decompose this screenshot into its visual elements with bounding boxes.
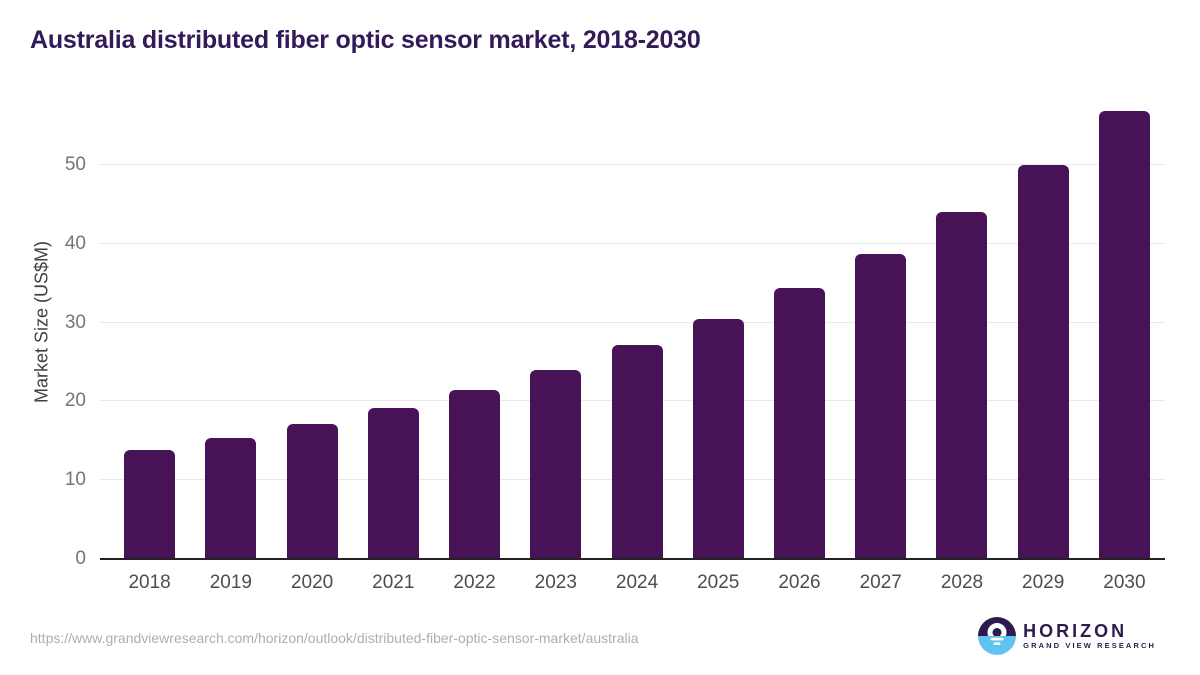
bar-slot-2021 bbox=[353, 110, 434, 559]
gridline-50 bbox=[100, 164, 1165, 166]
logo-subtitle: GRAND VIEW RESEARCH bbox=[1023, 641, 1156, 650]
bar-2024 bbox=[611, 344, 663, 559]
x-tick-label-2027: 2027 bbox=[859, 572, 902, 593]
bar-slot-2029 bbox=[1003, 110, 1084, 559]
y-tick-label-50: 50 bbox=[64, 154, 86, 176]
bar-2022 bbox=[449, 389, 501, 559]
logo-bottom-half bbox=[978, 636, 1017, 655]
x-tick-label-2025: 2025 bbox=[697, 572, 740, 593]
bar-2018 bbox=[124, 450, 176, 559]
gridline-30 bbox=[100, 321, 1165, 323]
x-axis-labels: 2018 2019 2020 2021 2022 2023 2024 2025 2026 2027… bbox=[100, 572, 1165, 594]
y-tick-label-10: 10 bbox=[64, 469, 86, 491]
bar-2029 bbox=[1017, 165, 1069, 559]
bar-2019 bbox=[205, 438, 257, 559]
bar-slot-2019 bbox=[190, 110, 271, 559]
y-tick-label-30: 30 bbox=[64, 311, 86, 333]
bar-2021 bbox=[367, 407, 419, 559]
source-url: https://www.grandviewresearch.com/horizo… bbox=[30, 630, 639, 646]
bar-slot-2022 bbox=[434, 110, 515, 559]
x-tick-label-2021: 2021 bbox=[372, 572, 415, 593]
x-tick-label-2026: 2026 bbox=[778, 572, 821, 593]
bar-slot-2028 bbox=[921, 110, 1002, 559]
bar-2020 bbox=[286, 424, 338, 559]
x-tick-label-2024: 2024 bbox=[615, 572, 659, 593]
x-axis-line bbox=[100, 558, 1165, 560]
logo-sun-ring bbox=[987, 623, 1007, 636]
horizon-logo-icon bbox=[978, 617, 1017, 655]
bar-slot-2020 bbox=[271, 110, 352, 559]
bar-slot-2027 bbox=[840, 110, 921, 559]
bar-slot-2018 bbox=[109, 110, 190, 559]
horizon-logo: HORIZON GRAND VIEW RESEARCH bbox=[978, 617, 1156, 655]
x-tick-label-2028: 2028 bbox=[940, 572, 984, 593]
bar-2027 bbox=[855, 254, 907, 559]
bar-2028 bbox=[936, 212, 988, 559]
logo-text: HORIZON GRAND VIEW RESEARCH bbox=[1023, 621, 1156, 651]
x-tick-label-2029: 2029 bbox=[1022, 572, 1065, 593]
bar-slot-2030 bbox=[1084, 110, 1165, 559]
logo-horizon-line-1 bbox=[990, 637, 1004, 641]
gridline-40 bbox=[100, 242, 1165, 244]
bar-slot-2023 bbox=[515, 110, 596, 559]
x-tick-label-2023: 2023 bbox=[534, 572, 577, 593]
x-tick-label-2019: 2019 bbox=[209, 572, 252, 593]
y-tick-label-20: 20 bbox=[64, 390, 86, 412]
x-tick-label-2022: 2022 bbox=[453, 572, 496, 593]
bar-2026 bbox=[773, 288, 825, 559]
bar-2023 bbox=[530, 369, 582, 559]
logo-horizon-line-2 bbox=[993, 642, 1001, 645]
x-tick-label-2018: 2018 bbox=[128, 572, 171, 593]
bar-2025 bbox=[692, 318, 744, 559]
bars-row bbox=[100, 110, 1165, 559]
logo-name: HORIZON bbox=[1023, 621, 1128, 641]
y-tick-label-40: 40 bbox=[64, 232, 86, 254]
bar-slot-2025 bbox=[678, 110, 759, 559]
x-tick-label-2030: 2030 bbox=[1103, 572, 1146, 593]
x-tick-label-2020: 2020 bbox=[290, 572, 334, 593]
bar-2030 bbox=[1098, 110, 1150, 559]
y-tick-label-0: 0 bbox=[75, 548, 86, 569]
bar-slot-2026 bbox=[759, 110, 840, 559]
plot-area bbox=[100, 110, 1165, 559]
bar-slot-2024 bbox=[596, 110, 677, 559]
page-title: Australia distributed fiber optic sensor… bbox=[30, 26, 701, 54]
